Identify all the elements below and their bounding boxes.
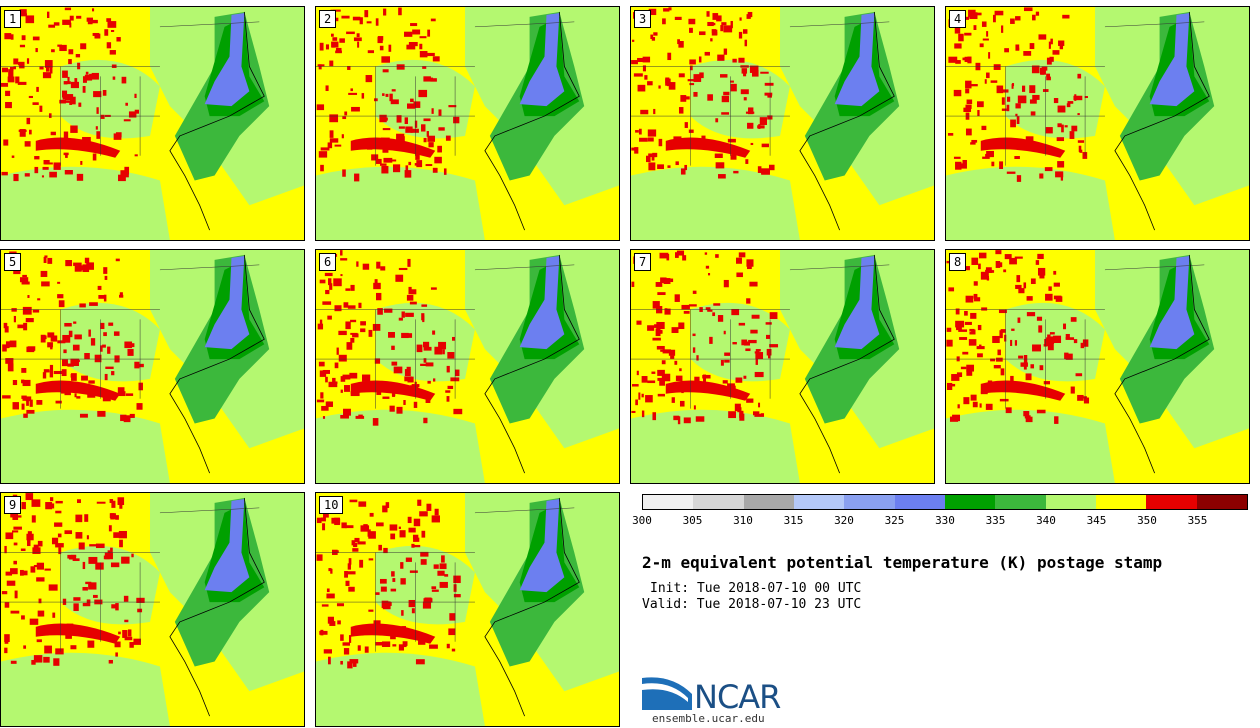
init-time: Init: Tue 2018-07-10 00 UTC xyxy=(650,581,862,596)
valid-time: Valid: Tue 2018-07-10 23 UTC xyxy=(642,597,862,612)
member-label: 6 xyxy=(319,253,337,271)
stamp-panel-1: 1 xyxy=(0,6,305,241)
colorbar-tick-label: 315 xyxy=(783,514,804,527)
colorbar-segment xyxy=(1196,495,1247,509)
colorbar-segment xyxy=(743,495,794,509)
member-label: 8 xyxy=(949,253,967,271)
stamp-panel-6: 6 xyxy=(315,249,620,484)
colorbar-tick-label: 340 xyxy=(1036,514,1056,527)
colorbar-tick-label: 355 xyxy=(1187,514,1208,527)
member-label: 9 xyxy=(4,496,22,514)
colorbar xyxy=(642,494,1248,510)
colorbar-segment xyxy=(643,495,694,509)
map-field xyxy=(1,7,304,240)
ncar-logo-text: NCAR xyxy=(694,678,781,716)
map-field xyxy=(316,493,619,726)
map-field xyxy=(946,7,1249,240)
colorbar-tick-label: 320 xyxy=(834,514,854,527)
map-field xyxy=(1,250,304,483)
map-field xyxy=(316,7,619,240)
stamp-panel-9: 9 xyxy=(0,492,305,727)
map-field xyxy=(316,250,619,483)
member-label: 7 xyxy=(634,253,652,271)
member-label: 10 xyxy=(319,496,344,514)
stamp-panel-2: 2 xyxy=(315,6,620,241)
colorbar-segment xyxy=(894,495,945,509)
colorbar-tick-label: 330 xyxy=(935,514,955,527)
plot-title: 2-m equivalent potential temperature (K)… xyxy=(642,553,1163,572)
stamp-panel-5: 5 xyxy=(0,249,305,484)
colorbar-tick-label: 335 xyxy=(985,514,1006,527)
map-field xyxy=(946,250,1249,483)
map-field xyxy=(1,493,304,726)
colorbar-tick-label: 350 xyxy=(1137,514,1157,527)
colorbar-tick-label: 305 xyxy=(682,514,703,527)
colorbar-segment xyxy=(944,495,996,509)
colorbar-segment xyxy=(995,495,1046,509)
member-label: 1 xyxy=(4,10,22,28)
stamp-panel-7: 7 xyxy=(630,249,935,484)
map-field xyxy=(631,7,934,240)
site-url: ensemble.ucar.edu xyxy=(652,712,765,725)
colorbar-tick-label: 325 xyxy=(884,514,905,527)
colorbar-segment xyxy=(693,495,744,509)
member-label: 3 xyxy=(634,10,652,28)
colorbar-segment xyxy=(1045,495,1096,509)
colorbar-tick-label: 300 xyxy=(632,514,652,527)
stamp-panel-4: 4 xyxy=(945,6,1250,241)
colorbar-segment xyxy=(1095,495,1147,509)
colorbar-segment xyxy=(844,495,895,509)
member-label: 5 xyxy=(4,253,22,271)
colorbar-tick-label: 345 xyxy=(1086,514,1107,527)
colorbar-ticks: 300 305 310 315 320 325 330 335 340 345 350 355 xyxy=(632,514,1248,528)
colorbar-tick-label: 310 xyxy=(733,514,753,527)
stamp-panel-3: 3 xyxy=(630,6,935,241)
stamp-panel-8: 8 xyxy=(945,249,1250,484)
member-label: 4 xyxy=(949,10,967,28)
member-label: 2 xyxy=(319,10,337,28)
colorbar-segment xyxy=(793,495,845,509)
ncar-logo-icon xyxy=(642,677,692,710)
stamp-panel-10: 10 xyxy=(315,492,620,727)
map-field xyxy=(631,250,934,483)
colorbar-segment xyxy=(1146,495,1197,509)
